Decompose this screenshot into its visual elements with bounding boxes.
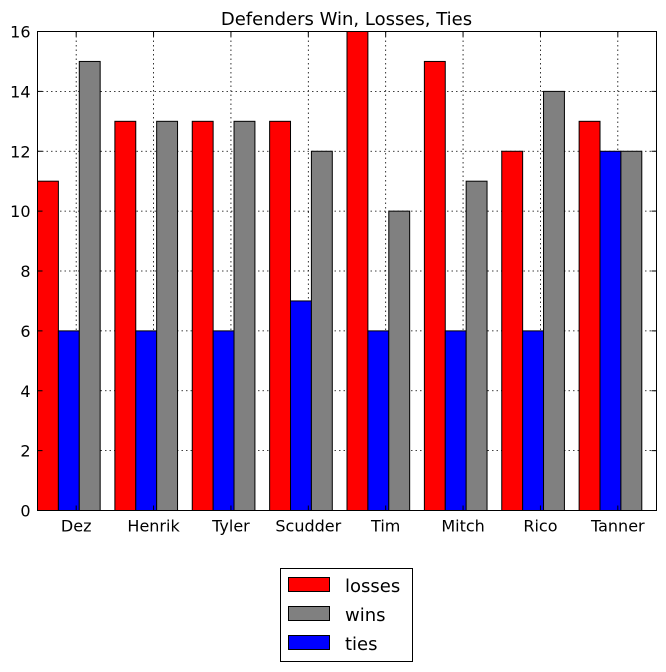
bars [37, 31, 643, 511]
bar-wins-tyler [233, 120, 256, 511]
bar-losses-henrik [114, 120, 137, 511]
bar-wins-rico [543, 90, 565, 511]
y-tick-label: 2 [20, 442, 30, 461]
bar-losses-mitch [423, 60, 446, 511]
bar-losses-tim [346, 31, 369, 511]
bar-losses-tyler [191, 120, 214, 511]
bar-ties-mitch [444, 330, 467, 511]
legend-label-wins: wins [345, 605, 386, 626]
bar-ties-tim [367, 330, 390, 511]
y-tick-label: 0 [20, 502, 30, 521]
bar-ties-tyler [212, 330, 235, 511]
bar-ties-tanner [599, 150, 622, 511]
bar-wins-henrik [156, 120, 179, 511]
x-tick-label: Tanner [590, 517, 645, 536]
bar-ties-scudder [290, 300, 312, 511]
bar-ties-rico [522, 330, 545, 511]
x-tick-label: Scudder [275, 517, 341, 536]
y-tick-label: 8 [20, 262, 30, 281]
x-tick-label: Tim [370, 517, 400, 536]
bar-ties-henrik [135, 330, 158, 511]
legend: losses wins ties [280, 568, 413, 662]
y-tick-label: 4 [20, 382, 30, 401]
x-tick-label: Dez [61, 517, 92, 536]
bar-losses-rico [501, 150, 524, 511]
y-tick-label: 12 [10, 142, 30, 161]
x-tick-label: Tyler [211, 517, 250, 536]
x-tick-label: Rico [523, 517, 557, 536]
bar-ties-dez [57, 330, 80, 511]
x-tick-label: Mitch [441, 517, 484, 536]
legend-label-losses: losses [345, 576, 400, 597]
bar-wins-tanner [620, 150, 643, 511]
legend-swatch-losses [288, 577, 330, 592]
y-tick-label: 14 [10, 82, 30, 101]
x-tick-label: Henrik [127, 517, 180, 536]
legend-label-ties: ties [345, 634, 378, 655]
bar-losses-dez [37, 180, 59, 511]
y-tick-label: 6 [20, 322, 30, 341]
bar-wins-scudder [310, 150, 333, 511]
bar-losses-tanner [578, 120, 601, 511]
chart-title: Defenders Win, Losses, Ties [221, 9, 472, 30]
bar-wins-tim [388, 210, 411, 511]
bar-wins-mitch [465, 180, 488, 511]
legend-swatch-wins [288, 606, 330, 621]
y-tick-label: 10 [10, 202, 30, 221]
legend-swatch-ties [288, 635, 330, 650]
bar-losses-scudder [269, 120, 292, 511]
y-tick-label: 16 [10, 23, 30, 42]
bar-wins-dez [78, 60, 101, 511]
axis-ticks: 0 2 4 6 8 10 12 14 16 Dez Henrik Tyler Scudder Tim Mit… [10, 23, 657, 536]
